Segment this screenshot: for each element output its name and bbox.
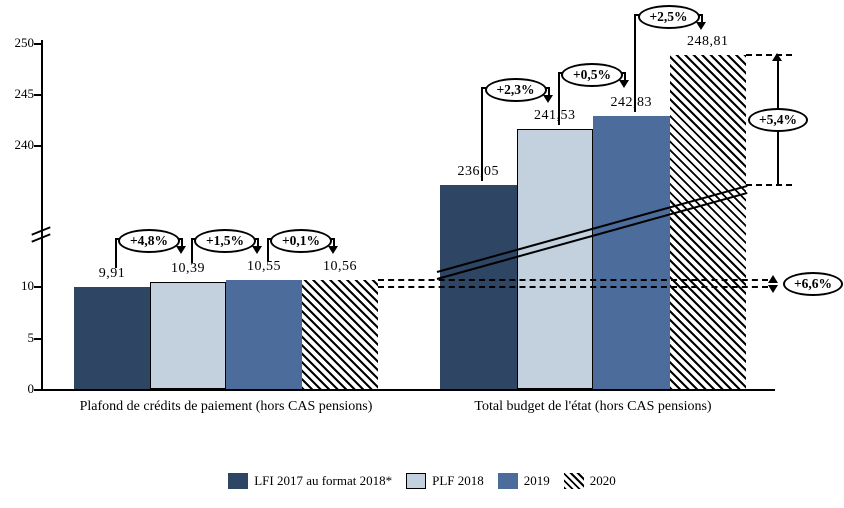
down-arrow-icon <box>542 95 553 103</box>
delta-badge: +0,5% <box>561 63 623 87</box>
y-axis-tick-label: 240 <box>14 137 35 152</box>
plot-area: 0 5 10 240 245 250 9,91 236,05 10,39 241,53 10,55 2… <box>14 5 843 414</box>
delta-badge: +2,5% <box>637 5 700 29</box>
annotation-arrow-line <box>257 238 259 247</box>
y-axis-line <box>41 40 43 390</box>
legend-item: 2020 <box>563 473 616 489</box>
reference-dashed-line <box>746 184 792 187</box>
annotation-bracket-line <box>191 238 193 263</box>
legend-item: 2019 <box>497 473 550 489</box>
annotation-bracket-line <box>634 14 637 113</box>
annotation-arrow-line <box>181 238 183 247</box>
y-axis-tick-label: 10 <box>21 278 34 293</box>
legend-swatch-icon <box>228 473 249 489</box>
annotation-arrow-line <box>624 72 627 81</box>
down-arrow-icon <box>328 246 338 254</box>
bar-plf-2018-group1 <box>516 129 593 389</box>
legend-label: 2019 <box>523 473 550 488</box>
down-arrow-icon <box>619 80 630 88</box>
reference-dashed-line <box>746 54 792 57</box>
y-axis-tick <box>34 337 41 340</box>
legend: LFI 2017 au format 2018* PLF 2018 2019 2020 <box>0 473 844 489</box>
y-axis-tick <box>34 286 41 288</box>
bar-2019-group1 <box>593 116 670 389</box>
bar-value-label: 248,81 <box>687 34 729 50</box>
bar-value-label: 241,53 <box>534 108 576 124</box>
legend-swatch-icon <box>563 473 584 489</box>
down-arrow-icon <box>252 246 262 254</box>
annotation-bracket-line <box>557 72 560 126</box>
legend-label: PLF 2018 <box>432 473 484 488</box>
annotation-bracket-line <box>267 238 269 262</box>
delta-badge: +4,8% <box>118 229 180 253</box>
delta-badge: +1,5% <box>194 229 256 253</box>
y-axis-tick <box>34 145 41 147</box>
y-axis-tick-label: 245 <box>14 86 35 101</box>
annotation-arrow-line <box>700 14 703 23</box>
annotation-arrow-line <box>333 238 335 247</box>
y-axis-tick <box>34 389 41 391</box>
bar-value-label: 10,39 <box>171 260 205 276</box>
up-arrow-icon <box>768 275 778 284</box>
delta-badge: +2,3% <box>484 78 547 102</box>
reference-dashed-line <box>378 279 768 282</box>
down-arrow-icon <box>768 284 778 293</box>
legend-label: LFI 2017 au format 2018* <box>254 473 393 488</box>
bar-2020-group1 <box>669 55 746 389</box>
category-label: Plafond de crédits de paiement (hors CAS… <box>79 399 373 414</box>
down-arrow-icon <box>176 246 186 254</box>
annotation-arrow-line <box>547 87 550 96</box>
legend-item: LFI 2017 au format 2018* <box>228 473 392 489</box>
y-axis-tick <box>34 43 41 45</box>
reference-dashed-line <box>378 285 768 288</box>
y-axis-tick-label: 250 <box>14 35 35 50</box>
up-arrow-icon <box>772 53 782 62</box>
bar-value-label: 242,83 <box>610 95 652 111</box>
legend-swatch-icon <box>497 473 518 489</box>
bar-plf-2018-group0 <box>150 281 226 389</box>
x-axis-line <box>41 389 775 391</box>
y-axis-tick-label: 5 <box>27 329 35 345</box>
y-axis-tick <box>34 94 41 96</box>
bar-2019-group0 <box>226 280 302 389</box>
bar-2020-group0 <box>302 280 378 389</box>
annotation-bracket-line <box>481 87 484 182</box>
total-delta-badge: +5,4% <box>748 108 808 133</box>
bar-lfi-2017-au-format-2018--group0 <box>74 286 150 389</box>
category-label: Total budget de l'état (hors CAS pension… <box>474 399 712 414</box>
down-arrow-icon <box>695 22 706 30</box>
legend-item: PLF 2018 <box>406 473 484 489</box>
legend-swatch-icon <box>406 473 427 489</box>
bar-value-label: 10,56 <box>323 259 357 275</box>
annotation-bracket-line <box>115 238 117 268</box>
y-axis-tick-label: 0 <box>27 381 35 396</box>
total-delta-badge: +6,6% <box>783 271 843 296</box>
bar-value-label: 9,91 <box>98 265 126 281</box>
delta-badge: +0,1% <box>270 229 332 253</box>
legend-label: 2020 <box>589 473 616 488</box>
bar-value-label: 10,55 <box>247 259 281 275</box>
bar-value-label: 236,05 <box>457 164 499 180</box>
